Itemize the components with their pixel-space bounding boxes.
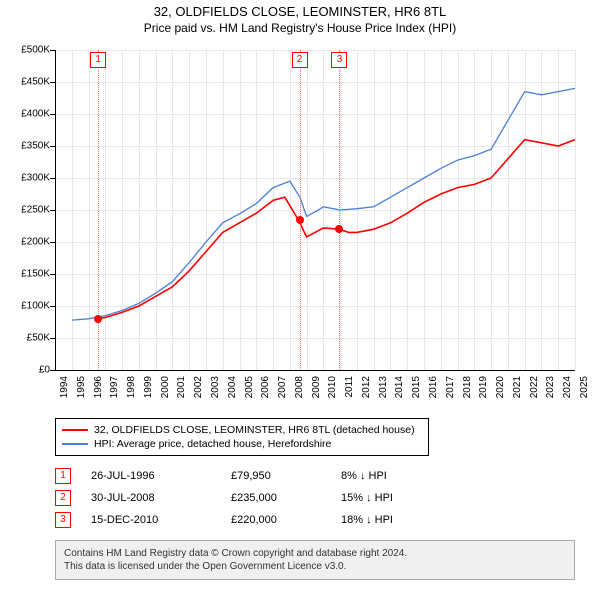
chart-title: 32, OLDFIELDS CLOSE, LEOMINSTER, HR6 8TL — [0, 0, 600, 19]
y-tick-label: £150K — [2, 269, 50, 280]
x-tick-label: 2012 — [361, 376, 372, 398]
x-tick-label: 2019 — [478, 376, 489, 398]
legend-swatch-property — [62, 429, 88, 431]
footer-line2: This data is licensed under the Open Gov… — [64, 560, 566, 573]
series-line — [72, 88, 575, 320]
x-axis-line — [55, 370, 575, 371]
sale-date: 30-JUL-2008 — [91, 492, 231, 504]
sale-point-marker: 2 — [292, 52, 308, 68]
x-tick-label: 2002 — [193, 376, 204, 398]
y-tick-label: £400K — [2, 109, 50, 120]
footer-attribution: Contains HM Land Registry data © Crown c… — [55, 540, 575, 580]
sale-row: 2 30-JUL-2008 £235,000 15% ↓ HPI — [55, 487, 575, 509]
sale-pct: 15% ↓ HPI — [341, 492, 441, 504]
sale-pct: 8% ↓ HPI — [341, 470, 441, 482]
x-tick-label: 2007 — [277, 376, 288, 398]
sale-date: 15-DEC-2010 — [91, 514, 231, 526]
legend-swatch-hpi — [62, 443, 88, 445]
x-tick-label: 2022 — [529, 376, 540, 398]
legend-label-property: 32, OLDFIELDS CLOSE, LEOMINSTER, HR6 8TL… — [94, 424, 415, 436]
x-tick-label: 2001 — [176, 376, 187, 398]
x-tick-label: 2016 — [428, 376, 439, 398]
y-tick-label: £350K — [2, 141, 50, 152]
sale-price: £235,000 — [231, 492, 341, 504]
y-tick-label: £0 — [2, 365, 50, 376]
sale-date: 26-JUL-1996 — [91, 470, 231, 482]
legend-box: 32, OLDFIELDS CLOSE, LEOMINSTER, HR6 8TL… — [55, 418, 429, 456]
y-tick-label: £50K — [2, 333, 50, 344]
footer-line1: Contains HM Land Registry data © Crown c… — [64, 547, 566, 560]
sale-point-dot — [94, 315, 102, 323]
x-tick-label: 2013 — [378, 376, 389, 398]
sale-guideline — [300, 50, 301, 370]
sale-guideline — [339, 50, 340, 370]
y-tick-label: £100K — [2, 301, 50, 312]
plot-area: £0£50K£100K£150K£200K£250K£300K£350K£400… — [55, 50, 575, 370]
sale-marker: 3 — [55, 512, 71, 528]
sale-point-dot — [296, 216, 304, 224]
x-tick-label: 2017 — [445, 376, 456, 398]
x-tick-label: 2003 — [210, 376, 221, 398]
sale-pct: 18% ↓ HPI — [341, 514, 441, 526]
x-tick-label: 2008 — [294, 376, 305, 398]
x-tick-label: 2010 — [327, 376, 338, 398]
x-tick-label: 2014 — [394, 376, 405, 398]
line-series — [55, 50, 575, 370]
x-tick-label: 2023 — [545, 376, 556, 398]
x-tick-label: 1996 — [93, 376, 104, 398]
sale-point-marker: 1 — [90, 52, 106, 68]
x-tick-label: 2021 — [512, 376, 523, 398]
x-tick-label: 2011 — [344, 376, 355, 398]
x-tick-label: 2025 — [579, 376, 590, 398]
x-tick-label: 2000 — [160, 376, 171, 398]
chart-container: 32, OLDFIELDS CLOSE, LEOMINSTER, HR6 8TL… — [0, 0, 600, 590]
sale-marker: 2 — [55, 490, 71, 506]
x-tick-label: 1995 — [76, 376, 87, 398]
sale-point-marker: 3 — [331, 52, 347, 68]
x-tick-label: 2005 — [244, 376, 255, 398]
y-tick-label: £300K — [2, 173, 50, 184]
legend-label-hpi: HPI: Average price, detached house, Here… — [94, 438, 331, 450]
x-tick-label: 2020 — [495, 376, 506, 398]
sale-point-dot — [335, 225, 343, 233]
x-tick-label: 2015 — [411, 376, 422, 398]
sale-marker: 1 — [55, 468, 71, 484]
legend-item-property: 32, OLDFIELDS CLOSE, LEOMINSTER, HR6 8TL… — [62, 423, 422, 437]
x-tick-label: 1994 — [59, 376, 70, 398]
x-tick-label: 2009 — [311, 376, 322, 398]
y-axis-line — [55, 50, 56, 370]
sale-row: 1 26-JUL-1996 £79,950 8% ↓ HPI — [55, 465, 575, 487]
sale-price: £220,000 — [231, 514, 341, 526]
legend-item-hpi: HPI: Average price, detached house, Here… — [62, 437, 422, 451]
x-tick-label: 1997 — [109, 376, 120, 398]
x-tick-label: 1999 — [143, 376, 154, 398]
x-tick-label: 2024 — [562, 376, 573, 398]
x-tick-label: 1998 — [126, 376, 137, 398]
x-tick-label: 2004 — [227, 376, 238, 398]
y-tick-label: £500K — [2, 45, 50, 56]
x-tick-label: 2006 — [260, 376, 271, 398]
sales-table: 1 26-JUL-1996 £79,950 8% ↓ HPI 2 30-JUL-… — [55, 465, 575, 531]
y-tick-label: £250K — [2, 205, 50, 216]
y-tick-label: £450K — [2, 77, 50, 88]
sale-price: £79,950 — [231, 470, 341, 482]
chart-subtitle: Price paid vs. HM Land Registry's House … — [0, 19, 600, 35]
x-tick-label: 2018 — [462, 376, 473, 398]
y-tick-label: £200K — [2, 237, 50, 248]
sale-row: 3 15-DEC-2010 £220,000 18% ↓ HPI — [55, 509, 575, 531]
